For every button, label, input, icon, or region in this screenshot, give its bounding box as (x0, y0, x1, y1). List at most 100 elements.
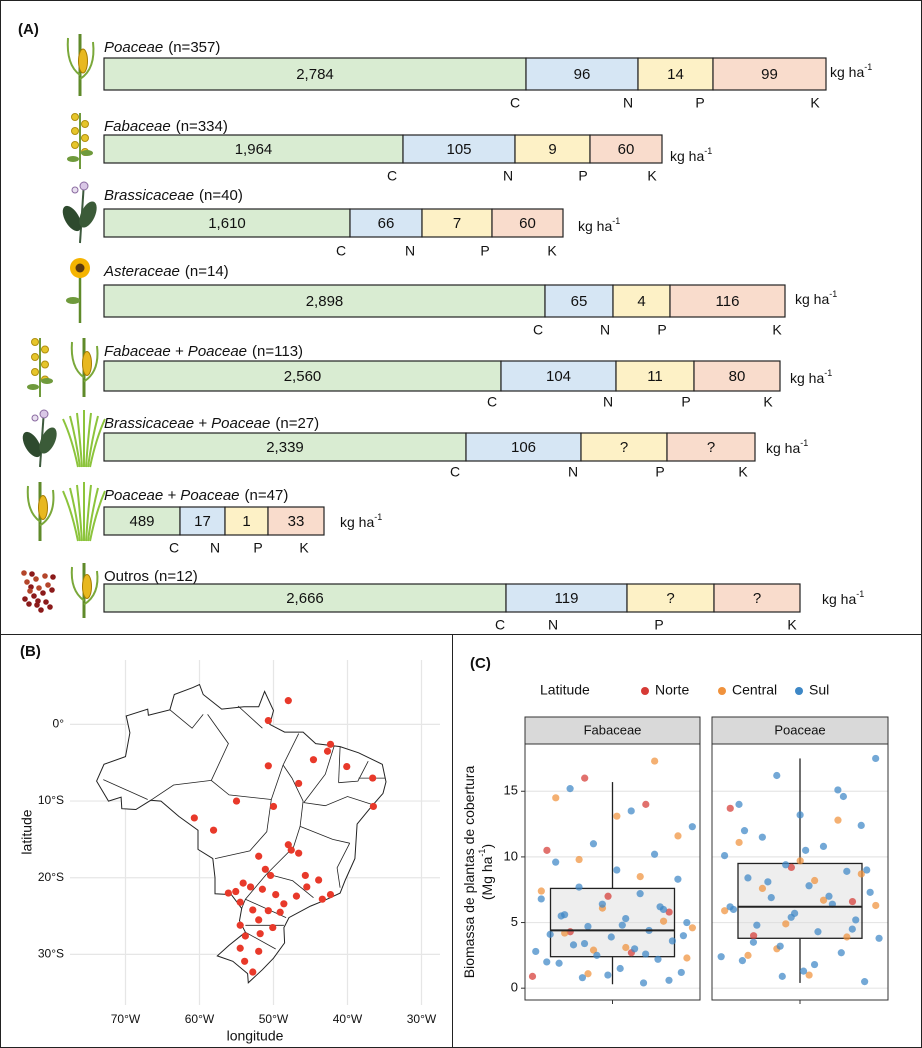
data-point (811, 961, 818, 968)
data-point (599, 901, 606, 908)
data-point (669, 937, 676, 944)
data-point (872, 902, 879, 909)
icon-leaf (72, 342, 84, 378)
data-point (741, 827, 748, 834)
nutrient-letter: N (600, 322, 610, 338)
icon-leaf (28, 486, 40, 522)
data-point (622, 944, 629, 951)
segment-value: 11 (647, 368, 663, 385)
icon-seed (26, 601, 32, 607)
nutrient-letter: P (695, 95, 704, 111)
nutrient-letter: P (253, 540, 262, 556)
legend-swatch (795, 687, 803, 695)
data-point (683, 954, 690, 961)
unit: kg ha-1 (795, 289, 837, 306)
legend-label: Central (732, 682, 777, 698)
segment-value: 4 (637, 293, 645, 310)
data-point (584, 923, 591, 930)
row-title: Outros(n=12) (104, 568, 198, 585)
data-point (570, 941, 577, 948)
site-point (315, 876, 322, 883)
unit: kg ha-1 (340, 512, 382, 529)
nutrient-letter: C (387, 168, 397, 184)
data-point (678, 969, 685, 976)
data-point (604, 971, 611, 978)
data-point (575, 883, 582, 890)
data-point (773, 772, 780, 779)
data-point (797, 811, 804, 818)
site-point (265, 907, 272, 914)
data-point (858, 822, 865, 829)
data-point (689, 924, 696, 931)
segment-value: 2,560 (284, 368, 322, 385)
segment-value: 104 (546, 368, 571, 385)
icon-flower (72, 142, 79, 149)
data-point (718, 953, 725, 960)
family-name: Asteraceae (103, 263, 180, 280)
icon-leaf (27, 384, 39, 390)
unit-base: kg ha (790, 370, 824, 386)
segment-value: 60 (618, 141, 635, 158)
site-point (232, 888, 239, 895)
icon-flower (40, 410, 48, 418)
site-point (257, 930, 264, 937)
data-point (735, 839, 742, 846)
nutrient-letter: C (450, 464, 460, 480)
nutrient-letter: K (763, 394, 773, 410)
segment-value: 9 (548, 141, 556, 158)
nutrient-letter: K (647, 168, 657, 184)
x-tick-label: 30°W (407, 1012, 437, 1026)
segment-value: 106 (511, 439, 536, 456)
data-point (875, 935, 882, 942)
site-point (280, 900, 287, 907)
icon-seed (36, 585, 42, 591)
data-point (608, 933, 615, 940)
data-point (849, 926, 856, 933)
icon-seed (22, 596, 28, 602)
icon-seed (34, 602, 40, 608)
data-point (567, 785, 574, 792)
data-point (689, 823, 696, 830)
sample-size: (n=12) (154, 568, 198, 585)
data-point (552, 859, 559, 866)
data-point (820, 843, 827, 850)
sample-size: (n=357) (168, 39, 220, 56)
data-point (814, 928, 821, 935)
data-point (744, 952, 751, 959)
segment-value: 80 (729, 368, 746, 385)
nutrient-letter: K (299, 540, 309, 556)
data-point (838, 949, 845, 956)
unit-base: kg ha (822, 591, 856, 607)
x-tick-label: 60°W (185, 1012, 215, 1026)
data-point (811, 877, 818, 884)
data-point (825, 893, 832, 900)
icon-leaf (81, 150, 93, 156)
icon-flower (42, 361, 49, 368)
family-name: Poaceae + Poaceae (104, 487, 240, 504)
data-point (637, 890, 644, 897)
data-point (727, 805, 734, 812)
unit-exp: -1 (800, 438, 808, 448)
segment-value: 66 (378, 215, 395, 232)
data-point (726, 903, 733, 910)
row-title: Poaceae(n=357) (104, 39, 220, 56)
box (551, 888, 675, 956)
data-point (872, 755, 879, 762)
icon-seed (45, 582, 51, 588)
site-point (310, 756, 317, 763)
data-point (628, 807, 635, 814)
family-name: Fabaceae (104, 118, 171, 135)
row-title: Asteraceae(n=14) (103, 263, 229, 280)
site-point (240, 880, 247, 887)
segment-value: 2,898 (306, 293, 344, 310)
data-point (576, 856, 583, 863)
data-point (764, 878, 771, 885)
data-point (613, 866, 620, 873)
panel-label: (C) (470, 655, 491, 672)
data-point (654, 956, 661, 963)
data-point (651, 851, 658, 858)
segment-value: 2,666 (286, 590, 324, 607)
family-name: Brassicaceae (104, 187, 194, 204)
icon-flower (82, 121, 89, 128)
icon-leaf (68, 38, 80, 75)
